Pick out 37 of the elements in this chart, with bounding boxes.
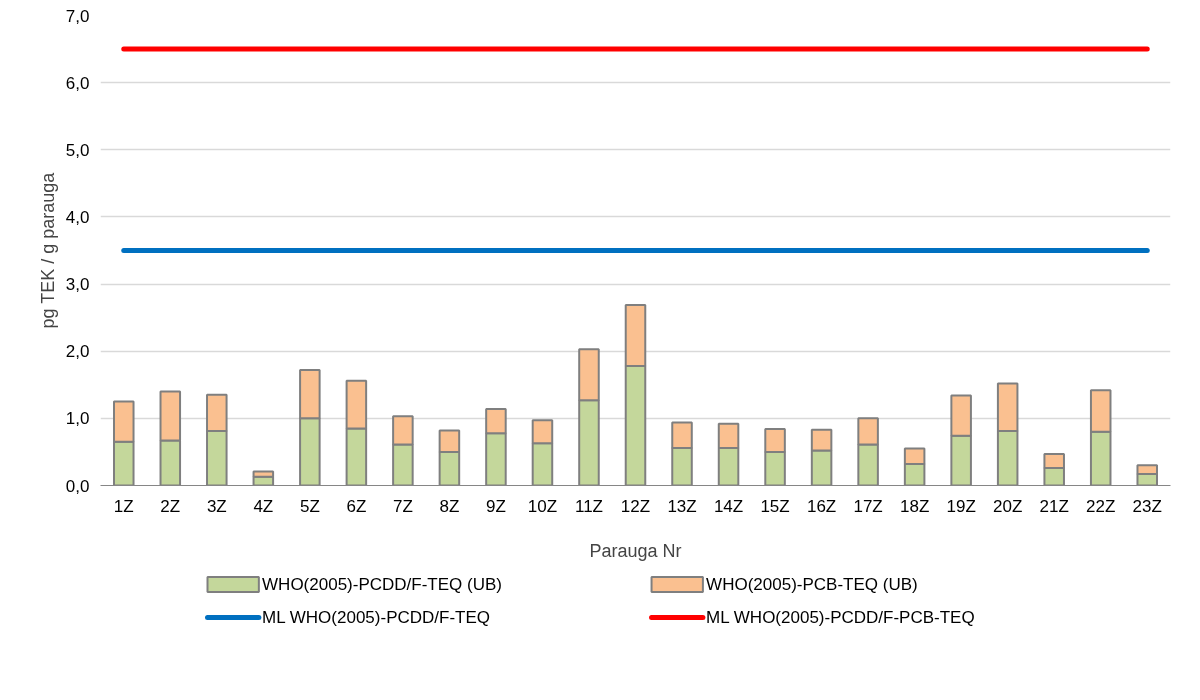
x-tick-label: 23Z [1132,496,1162,516]
x-tick-label: 8Z [439,496,460,516]
y-tick-label: 3,0 [65,275,90,295]
x-tick-label: 21Z [1039,496,1069,516]
x-tick-label: 22Z [1086,496,1116,516]
x-axis-title: Parauga Nr [589,540,682,561]
y-tick-label: 1,0 [65,409,90,429]
x-tick-label: 4Z [253,496,274,516]
x-tick-label: 10Z [527,496,558,516]
x-tick-label: 17Z [853,496,883,516]
x-tick-label: 14Z [713,496,744,516]
x-tick-label: 7Z [392,496,413,516]
x-tick-label: 5Z [299,496,320,516]
y-tick-label: 7,0 [65,6,90,26]
y-axis-title: pg TEK / g parauga [37,171,58,329]
x-tick-label: 6Z [346,496,367,516]
x-tick-label: 13Z [667,496,697,516]
legend-label: WHO(2005)-PCB-TEQ (UB) [706,575,918,594]
y-tick-label: 5,0 [65,140,90,160]
x-tick-label: 19Z [946,496,976,516]
x-tick-label: 20Z [993,496,1023,516]
x-tick-label: 18Z [899,496,930,516]
x-tick-label: 16Z [806,496,837,516]
x-tick-label: 12Z [620,496,651,516]
legend-label: ML WHO(2005)-PCDD/F-TEQ [262,608,491,627]
legend-label: ML WHO(2005)-PCDD/F-PCB-TEQ [706,608,975,627]
x-tick-label: 9Z [486,496,506,516]
y-tick-label: 4,0 [65,207,90,227]
legend-label: WHO(2005)-PCDD/F-TEQ (UB) [262,575,502,594]
x-tick-label: 3Z [206,496,227,516]
x-tick-label: 1Z [113,496,134,516]
y-tick-label: 2,0 [65,342,90,362]
y-tick-label: 6,0 [65,73,90,93]
x-tick-label: 11Z [574,496,604,516]
x-tick-label: 15Z [760,496,790,516]
y-tick-label: 0,0 [65,476,90,496]
x-tick-label: 2Z [160,496,181,516]
